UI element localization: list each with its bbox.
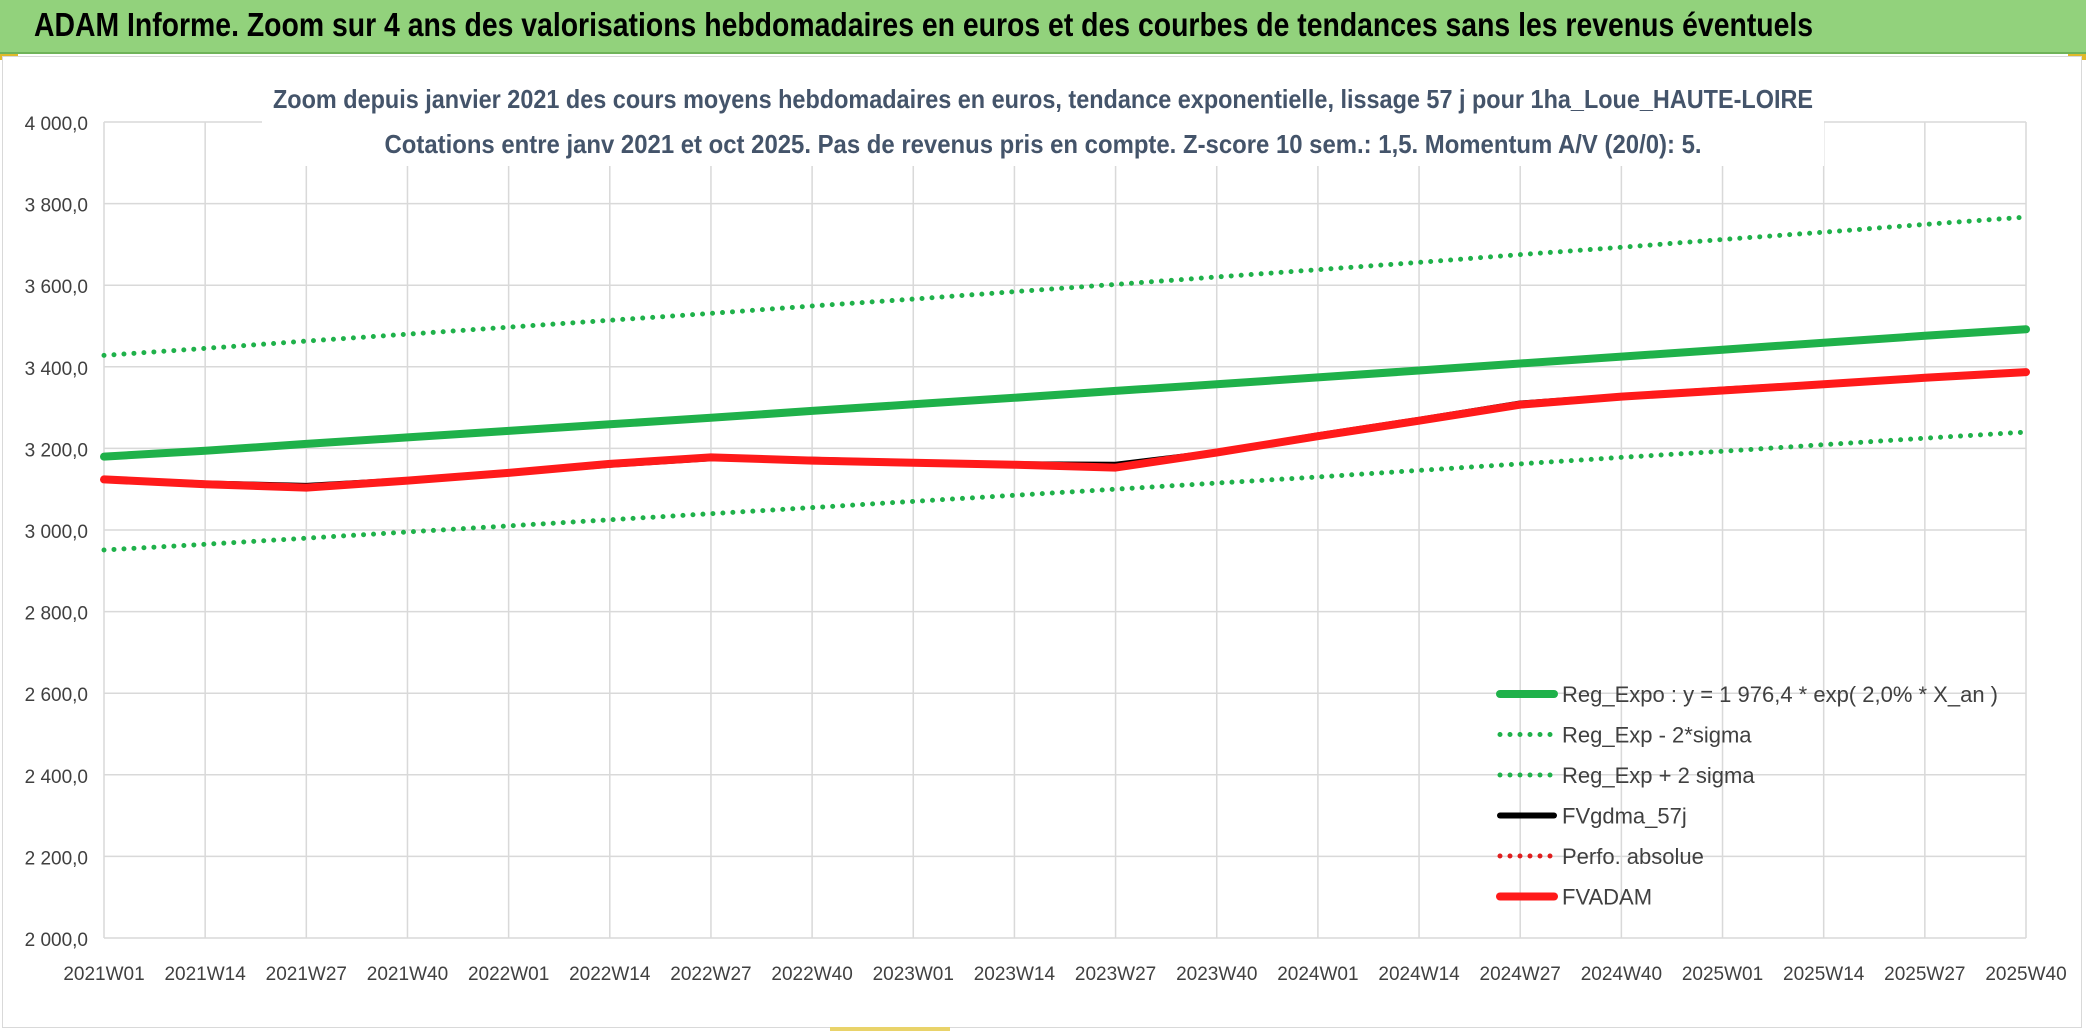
x-tick-label: 2024W01: [1277, 964, 1358, 985]
y-tick-label: 3 600,0: [25, 277, 88, 298]
x-tick-label: 2023W27: [1075, 964, 1156, 985]
title-background: [262, 76, 1824, 166]
x-tick-label: 2021W01: [63, 964, 144, 985]
x-tick-label: 2025W14: [1783, 964, 1865, 985]
chart-frame: [2, 56, 2082, 1028]
legend-label: Reg_Exp + 2 sigma: [1562, 763, 1755, 788]
x-tick-label: 2024W14: [1378, 964, 1460, 985]
legend-label: FVgdma_57j: [1562, 804, 1687, 829]
grid: [103, 121, 2027, 939]
x-tick-label: 2024W27: [1480, 964, 1561, 985]
y-tick-label: 4 000,0: [25, 114, 88, 135]
x-tick-label: 2025W40: [1985, 964, 2066, 985]
x-tick-label: 2022W27: [670, 964, 751, 985]
series-line-2: [101, 214, 2029, 358]
y-tick-label: 2 000,0: [25, 930, 88, 951]
x-tick-label: 2025W27: [1884, 964, 1965, 985]
x-tick-label: 2023W01: [873, 964, 954, 985]
y-axis-ticks: 2 000,0 2 200,0 2 400,0 2 600,0 2 800,0 3 000…: [25, 114, 88, 951]
x-axis-ticks: 2021W01 2021W14 2021W27 2021W40 2022W01 2022W…: [63, 964, 2066, 985]
series-line-0: [100, 325, 2030, 461]
report-banner: ADAM Informe. Zoom sur 4 ans des valoris…: [0, 0, 2086, 54]
y-tick-label: 2 800,0: [25, 604, 88, 625]
x-tick-label: 2021W14: [164, 964, 246, 985]
x-tick-label: 2023W40: [1176, 964, 1257, 985]
series-line-1: [101, 429, 2029, 553]
chart-subtitle: Cotations entre janv 2021 et oct 2025. P…: [385, 129, 1702, 159]
y-tick-label: 3 800,0: [25, 196, 88, 217]
y-tick-label: 3 200,0: [25, 440, 88, 461]
legend: Reg_Expo : y = 1 976,4 * exp( 2,0% * X_a…: [1496, 682, 1998, 910]
y-tick-label: 2 600,0: [25, 685, 88, 706]
legend-label: FVADAM: [1562, 885, 1652, 910]
x-tick-label: 2023W14: [974, 964, 1056, 985]
report-title: ADAM Informe. Zoom sur 4 ans des valoris…: [34, 6, 1814, 43]
x-tick-label: 2021W27: [266, 964, 347, 985]
series-line-5: [100, 368, 2030, 492]
x-tick-label: 2022W14: [569, 964, 651, 985]
x-tick-label: 2021W40: [367, 964, 448, 985]
chart-titles: Zoom depuis janvier 2021 des cours moyen…: [262, 76, 1824, 166]
x-tick-label: 2022W40: [771, 964, 852, 985]
y-tick-label: 2 200,0: [25, 848, 88, 869]
series: [100, 214, 2030, 553]
x-tick-label: 2022W01: [468, 964, 549, 985]
legend-label: Perfo. absolue: [1562, 844, 1704, 869]
legend-label: Reg_Exp - 2*sigma: [1562, 723, 1752, 748]
x-tick-label: 2025W01: [1682, 964, 1763, 985]
legend-label: Reg_Expo : y = 1 976,4 * exp( 2,0% * X_a…: [1562, 682, 1998, 707]
bottom-accent: [830, 1027, 950, 1031]
y-tick-label: 3 400,0: [25, 359, 88, 380]
x-tick-label: 2024W40: [1581, 964, 1662, 985]
y-tick-label: 2 400,0: [25, 767, 88, 788]
chart-title: Zoom depuis janvier 2021 des cours moyen…: [273, 84, 1813, 114]
y-tick-label: 3 000,0: [25, 522, 88, 543]
